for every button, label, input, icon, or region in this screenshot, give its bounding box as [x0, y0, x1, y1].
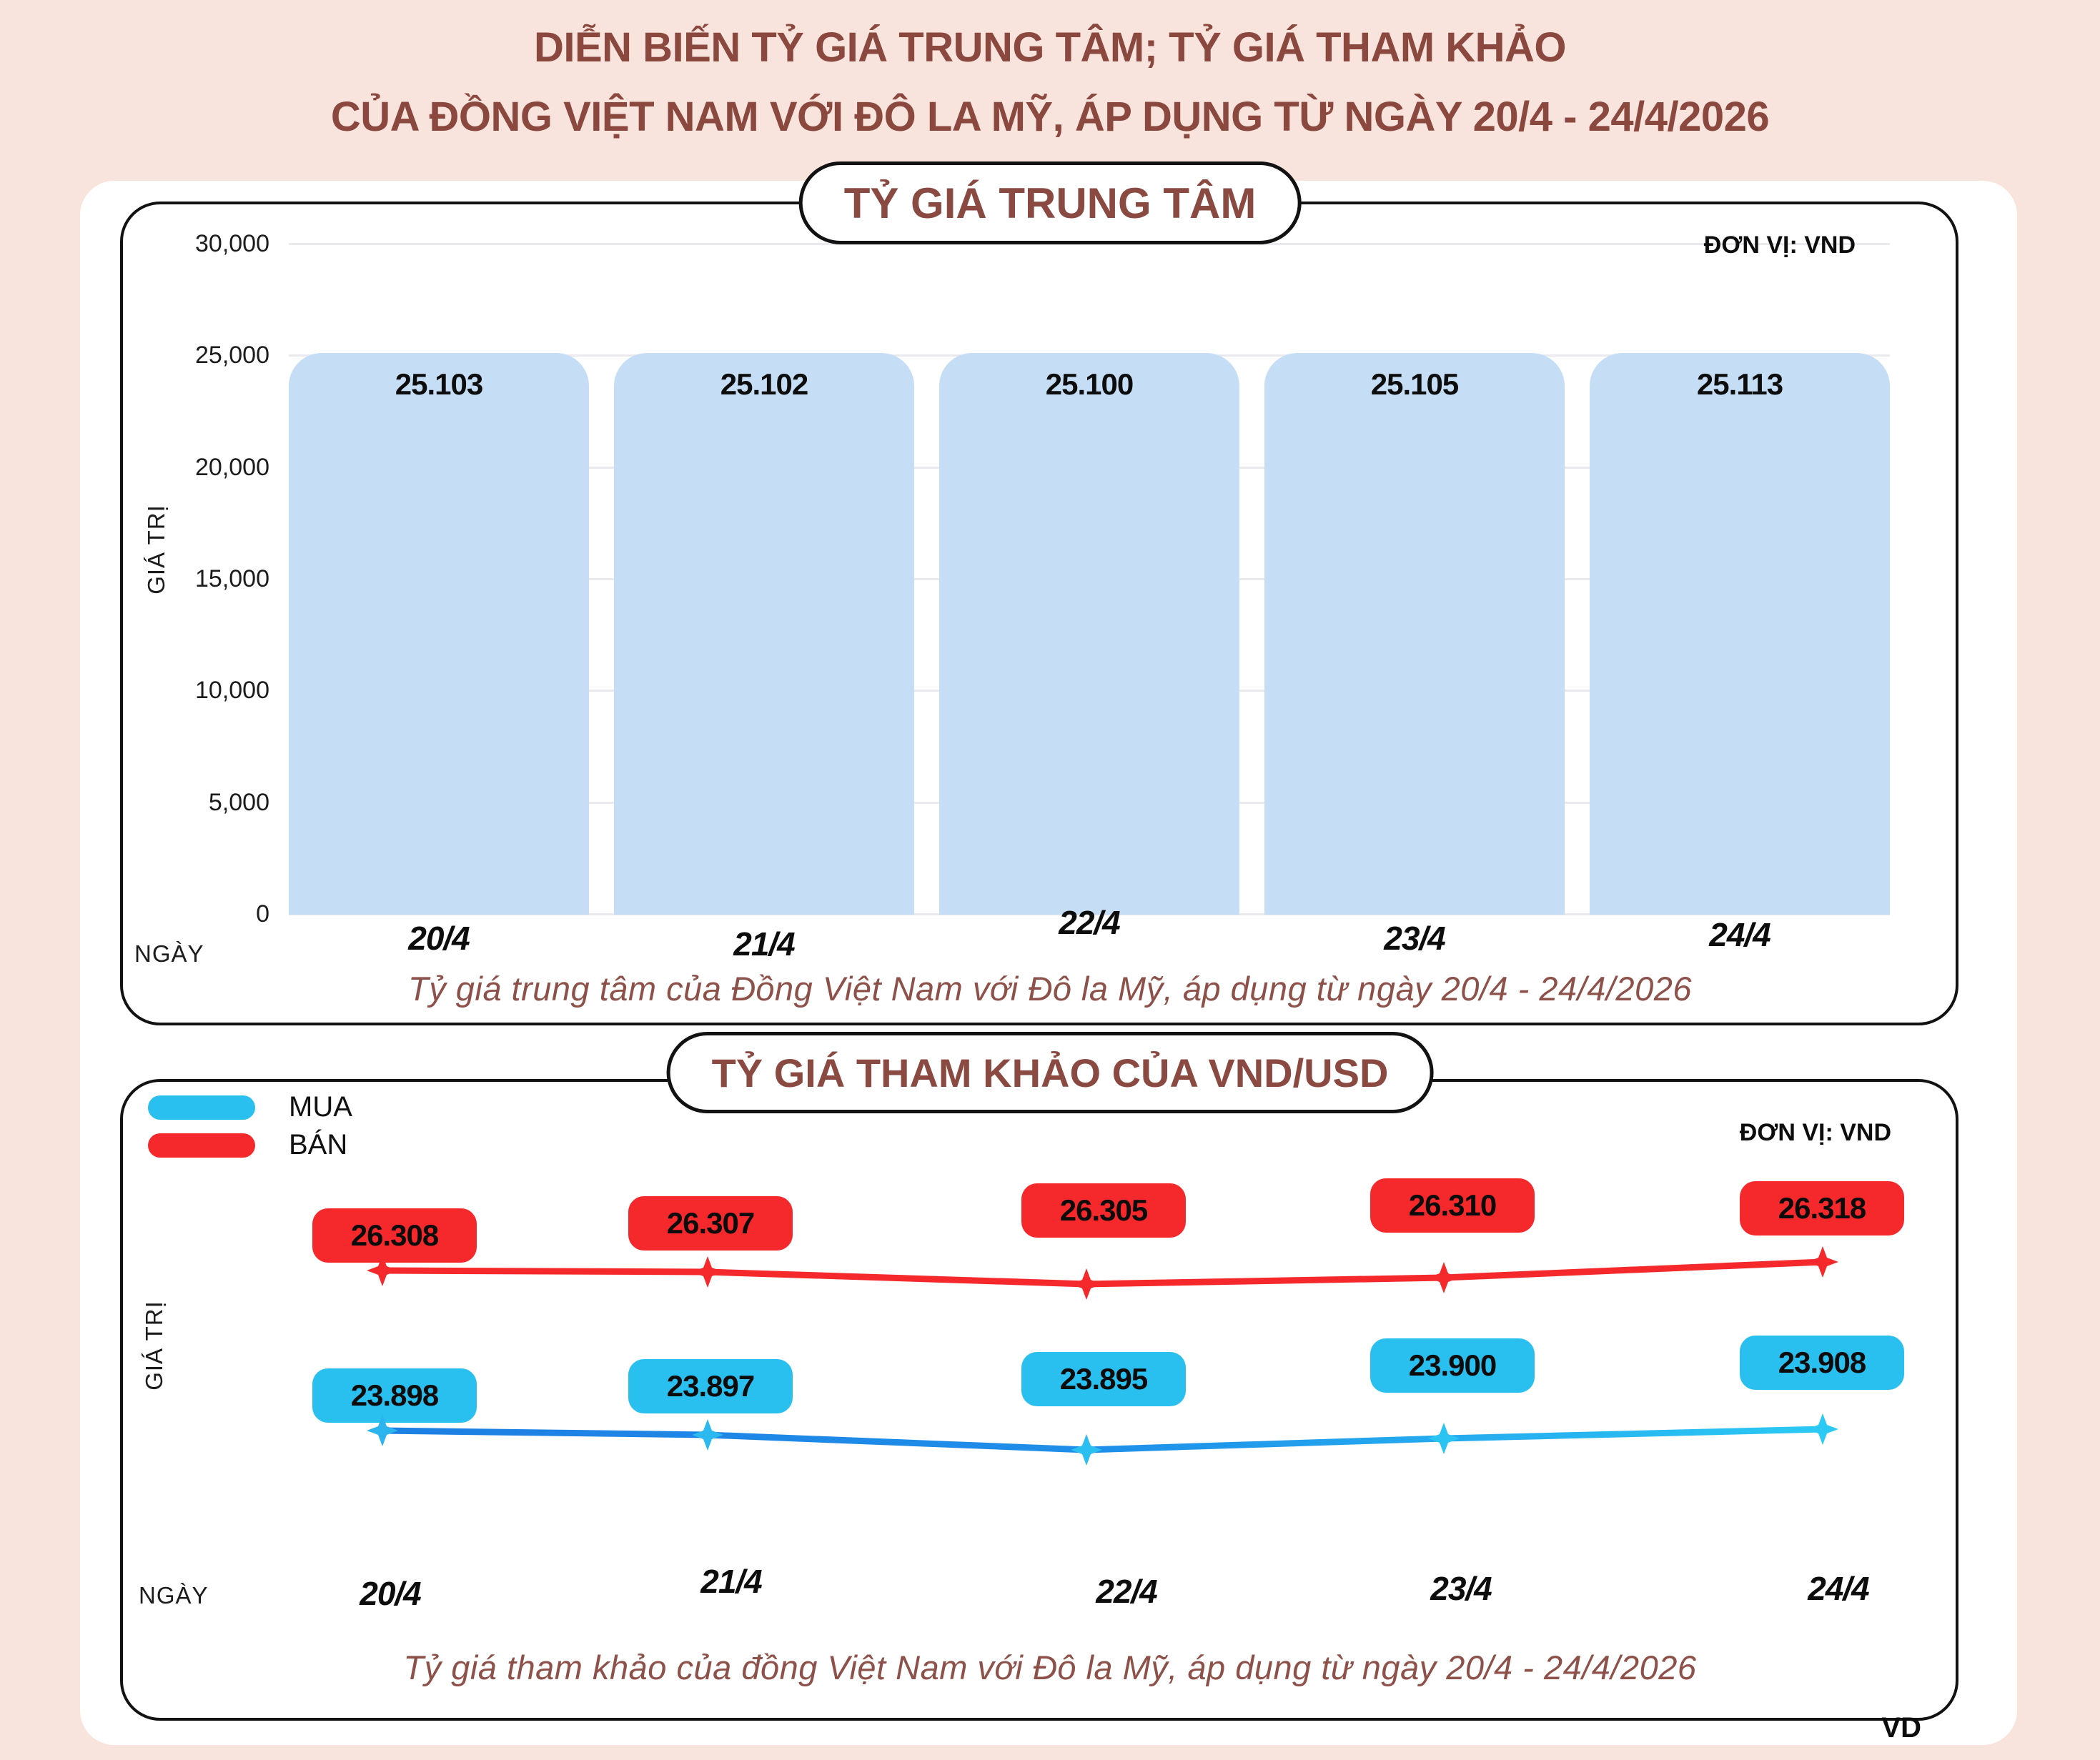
chart1-header-pill: TỶ GIÁ TRUNG TÂM [798, 161, 1302, 244]
x-label: 23/4 [1430, 1570, 1492, 1607]
bar-22-4: 25.100 [939, 353, 1239, 915]
chart2-caption: Tỷ giá tham khảo của đồng Việt Nam với Đ… [403, 1649, 1697, 1686]
y-tick: 15,000 [195, 565, 269, 592]
y-tick: 30,000 [195, 230, 269, 257]
bar-23-4: 25.105 [1264, 353, 1565, 915]
chart2-header-text: TỶ GIÁ THAM KHẢO CỦA VND/USD [711, 1050, 1389, 1095]
bar-value: 25.102 [720, 367, 808, 401]
y-tick: 10,000 [195, 677, 269, 704]
chart1-x-axis-title: NGÀY [134, 940, 204, 967]
buy-value-label: 23.908 [1740, 1336, 1904, 1390]
sell-value-label: 26.305 [1021, 1183, 1186, 1238]
bar-value: 25.103 [395, 367, 483, 401]
page-title: DIỄN BIẾN TỶ GIÁ TRUNG TÂM; TỶ GIÁ THAM … [0, 13, 2100, 151]
y-tick: 25,000 [195, 342, 269, 369]
sell-value-label: 26.307 [628, 1196, 793, 1251]
bar-value: 25.113 [1696, 367, 1783, 401]
legend-buy-label: MUA [289, 1091, 352, 1123]
bar-20-4: 25.103 [289, 353, 589, 915]
chart2-y-axis-title: GIÁ TRỊ [141, 1301, 167, 1391]
buy-value-label: 23.895 [1021, 1352, 1186, 1406]
legend-sell-label: BÁN [289, 1129, 348, 1160]
x-label: 22/4 [1059, 904, 1121, 941]
buy-value-label: 23.900 [1370, 1338, 1535, 1393]
chart1-unit-label: ĐƠN VỊ: VND [1703, 232, 1856, 259]
chart2-x-axis-title: NGÀY [139, 1582, 209, 1609]
y-tick: 0 [256, 900, 269, 928]
chart1-caption: Tỷ giá trung tâm của Đồng Việt Nam với Đ… [407, 970, 1692, 1008]
page-title-line1: DIỄN BIẾN TỶ GIÁ TRUNG TÂM; TỶ GIÁ THAM … [533, 24, 1567, 71]
chart2-unit-label: ĐƠN VỊ: VND [1739, 1119, 1891, 1146]
chart1-header-text: TỶ GIÁ TRUNG TÂM [843, 179, 1257, 227]
bar-value: 25.105 [1370, 367, 1459, 401]
x-label: 21/4 [733, 925, 796, 963]
watermark-text: VD [1881, 1712, 1921, 1744]
x-label: 24/4 [1709, 916, 1771, 953]
y-tick: 20,000 [195, 454, 269, 481]
x-label: 20/4 [360, 1575, 422, 1612]
central-rate-panel: ĐƠN VỊ: VND 30,000 25,000 20,000 15,000 … [120, 202, 1958, 1025]
x-label: 23/4 [1384, 920, 1446, 957]
buy-value-label: 23.898 [312, 1368, 477, 1423]
legend-sell-swatch [148, 1133, 255, 1158]
reference-rate-panel: ĐƠN VỊ: VND MUA BÁN 26.308 26.307 26.305… [120, 1079, 1958, 1721]
x-label: 24/4 [1808, 1570, 1870, 1607]
x-label: 21/4 [700, 1563, 763, 1600]
page-title-line2: CỦA ĐỒNG VIỆT NAM VỚI ĐÔ LA MỸ, ÁP DỤNG … [330, 94, 1770, 140]
sell-value-label: 26.308 [312, 1208, 477, 1263]
legend-buy-swatch [148, 1095, 255, 1120]
bar-21-4: 25.102 [614, 353, 914, 915]
bar-24-4: 25.113 [1590, 353, 1890, 915]
chart2-header-pill: TỶ GIÁ THAM KHẢO CỦA VND/USD [666, 1032, 1434, 1113]
x-label: 20/4 [408, 920, 470, 957]
buy-value-label: 23.897 [628, 1359, 793, 1413]
chart1-y-axis-title: GIÁ TRỊ [143, 504, 169, 595]
sell-value-label: 26.310 [1370, 1178, 1535, 1233]
x-label: 22/4 [1096, 1573, 1158, 1610]
bar-value: 25.100 [1045, 367, 1134, 401]
sell-value-label: 26.318 [1740, 1181, 1904, 1236]
y-tick: 5,000 [208, 789, 269, 816]
